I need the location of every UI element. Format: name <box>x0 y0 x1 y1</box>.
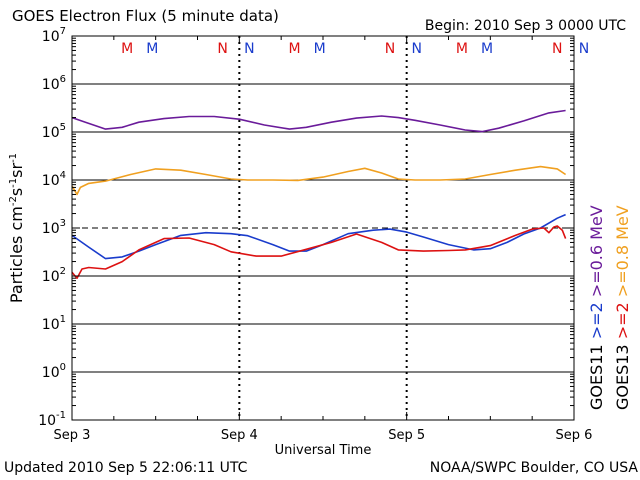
series-line-4 <box>71 225 567 280</box>
orbit-marker: N <box>217 41 227 57</box>
y-axis-title: Particles cm-2s-1sr-1 <box>7 153 26 303</box>
legend-entry: GOES11 >=2 >=0.6 MeV <box>587 205 606 410</box>
grid-lines <box>72 36 574 420</box>
y-tick-label: 10-1 <box>38 410 66 429</box>
orbit-marker: M <box>121 41 133 57</box>
x-tick-label: Sep 3 <box>54 428 91 443</box>
series-layer <box>71 109 567 280</box>
legend-column: GOES13 >=2 >=0.8 MeV <box>613 205 632 410</box>
orbit-marker: N <box>244 41 254 57</box>
orbit-marker: N <box>411 41 421 57</box>
series-line-1 <box>71 109 566 133</box>
orbit-marker: M <box>314 41 326 57</box>
orbit-marker: M <box>456 41 468 57</box>
y-tick-label: 102 <box>42 266 66 285</box>
axis-labels: Sep 3 Sep 4 Sep 5 Sep 6 10-1 100 101 102 103 104 1… <box>38 26 592 443</box>
x-tick-label: Sep 6 <box>556 428 593 443</box>
chart-title: GOES Electron Flux (5 minute data) <box>12 7 279 25</box>
updated-timestamp: Updated 2010 Sep 5 22:06:11 UTC <box>4 460 248 476</box>
y-tick-label: 106 <box>42 74 66 93</box>
y-tick-label: 104 <box>42 170 66 189</box>
y-tick-label: 100 <box>42 362 66 381</box>
x-tick-label: Sep 4 <box>221 428 258 443</box>
legend: GOES11 >=2 >=0.6 MeV GOES13 >=2 >=0.8 MeV <box>587 205 632 410</box>
y-tick-label: 107 <box>42 26 66 45</box>
begin-time: Begin: 2010 Sep 3 0000 UTC <box>424 18 626 34</box>
legend-column: GOES11 >=2 >=0.6 MeV <box>587 205 606 410</box>
orbit-marker: N <box>579 41 589 57</box>
series-line-3 <box>71 213 566 260</box>
legend-entry: GOES13 >=2 >=0.8 MeV <box>613 205 632 410</box>
orbit-marker: M <box>146 41 158 57</box>
orbit-marker: N <box>385 41 395 57</box>
y-tick-label: 103 <box>42 218 66 237</box>
orbit-marker: M <box>289 41 301 57</box>
series-line-2 <box>71 165 567 196</box>
y-tick-label: 101 <box>42 314 66 333</box>
x-axis-title: Universal Time <box>275 443 372 458</box>
source-credit: NOAA/SWPC Boulder, CO USA <box>429 460 638 476</box>
orbit-marker: N <box>552 41 562 57</box>
orbit-marker: M <box>481 41 493 57</box>
x-tick-label: Sep 5 <box>388 428 425 443</box>
y-tick-label: 105 <box>42 122 66 141</box>
